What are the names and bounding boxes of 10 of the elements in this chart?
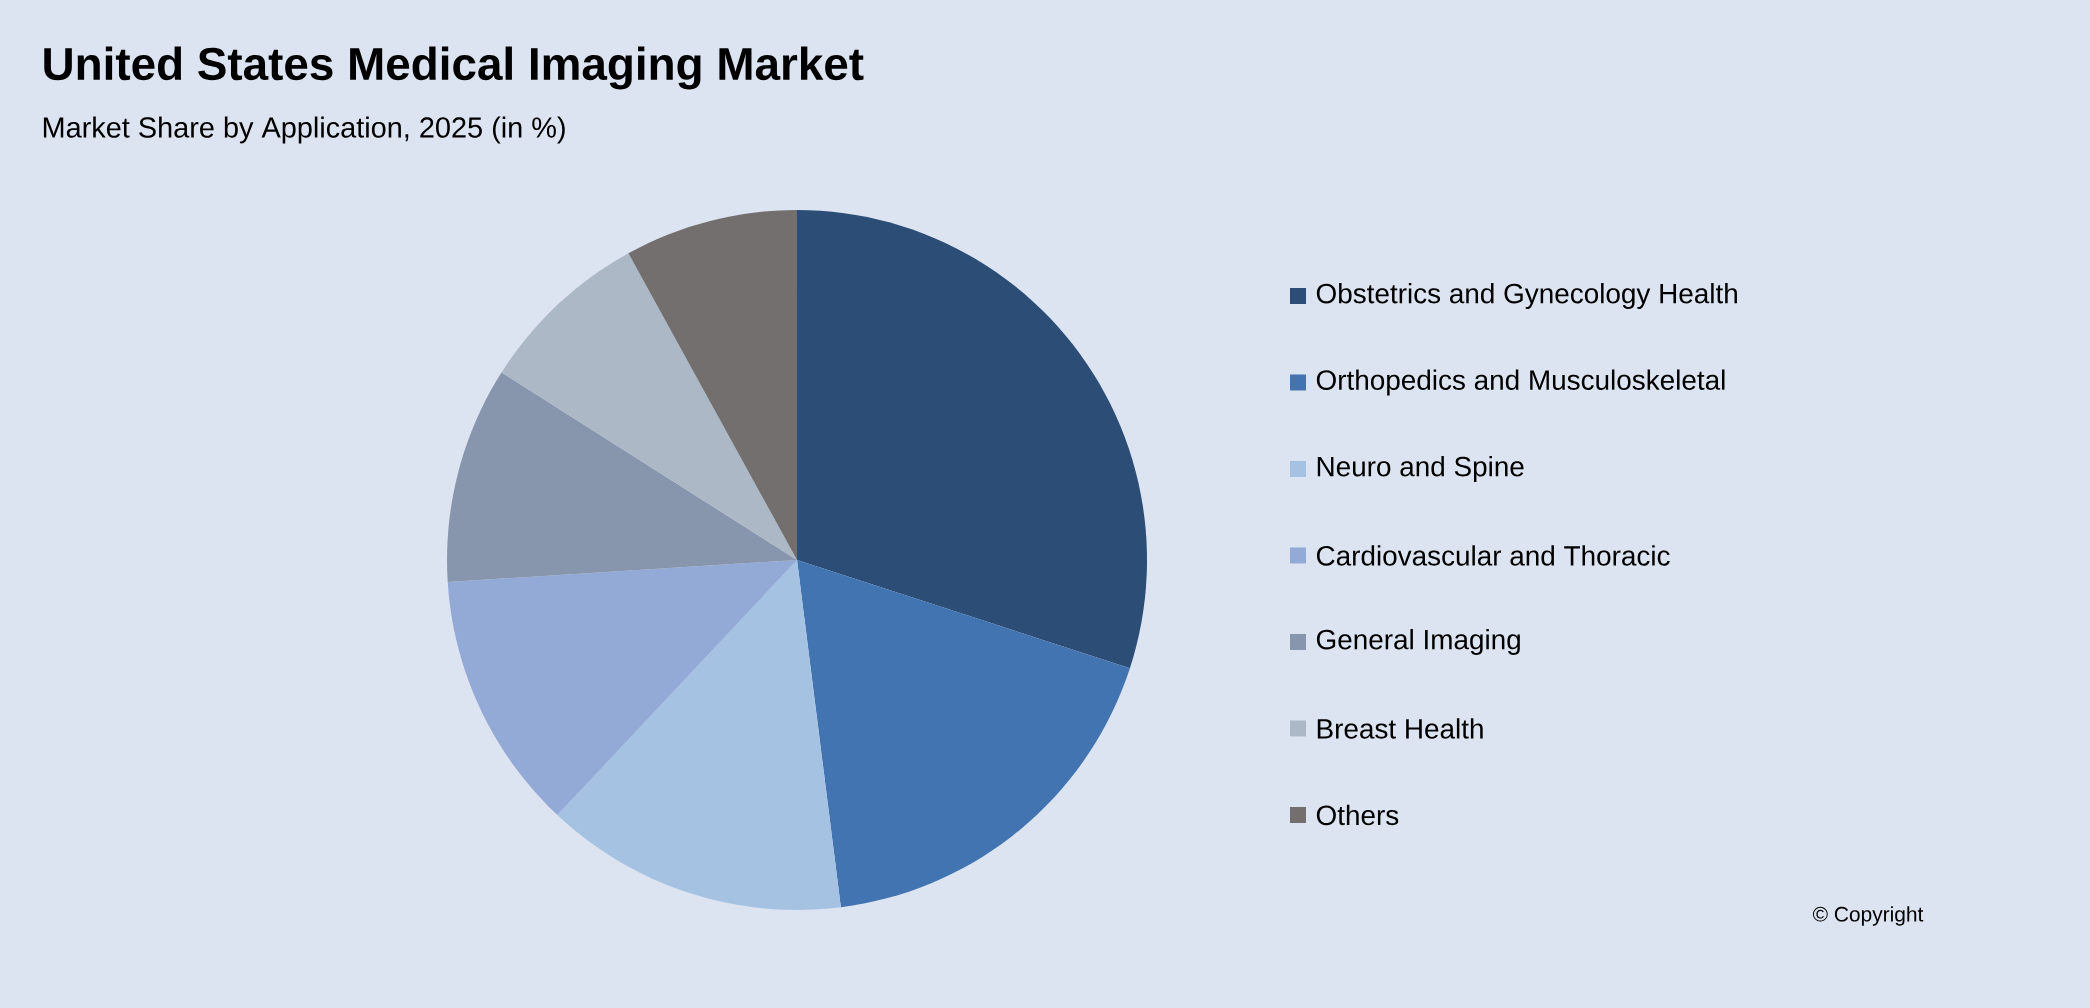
legend-label: General Imaging bbox=[1316, 629, 1520, 655]
legend-label: Breast Health bbox=[1317, 718, 1483, 739]
legend-label: Others bbox=[1316, 804, 1399, 826]
legend-label: Obstetrics and Gynecology Health bbox=[1316, 283, 1737, 309]
chart-subtitle: Market Share by Application, 2025 (in %) bbox=[43, 116, 565, 144]
legend-label: Orthopedics and Musculoskeletal bbox=[1316, 369, 1725, 396]
text: © Copyright bbox=[1812, 906, 1924, 926]
chart-title: United States Medical Imaging Market bbox=[44, 46, 864, 90]
legend-label: Neuro and Spine bbox=[1317, 456, 1524, 482]
legend-label: Cardiovascular and Thoracic bbox=[1316, 545, 1670, 566]
